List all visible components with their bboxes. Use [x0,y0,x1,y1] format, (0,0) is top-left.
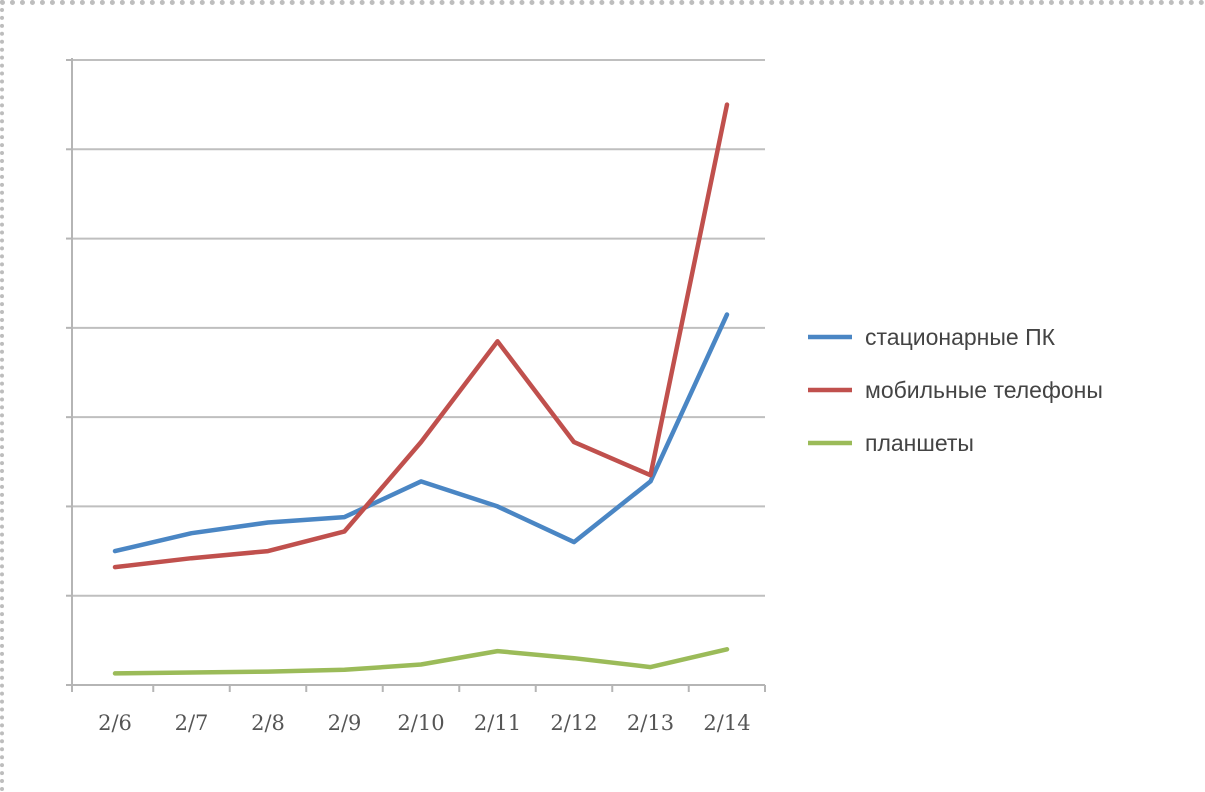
series-line [112,647,730,676]
x-tick-label: 2/10 [397,711,444,735]
x-tick-label: 2/11 [474,711,521,735]
x-tick-label: 2/7 [175,711,209,735]
x-tick-label: 2/13 [627,711,674,735]
series-line [112,312,730,554]
x-tick-labels: 2/6 2/7 2/8 2/9 2/10 2/11 2/12 2/13 2/14 [98,711,750,735]
series-line [112,102,730,570]
x-tick-label: 2/12 [550,711,597,735]
x-tick-label: 2/6 [98,711,132,735]
grid-lines [72,59,765,597]
x-tick-label: 2/9 [328,711,362,735]
x-tick-label: 2/8 [251,711,285,735]
series-lines [112,102,730,676]
legend-entry: планшеты [865,430,974,456]
legend: стационарные ПК мобильные телефоны планшет… [808,324,1103,456]
x-tick-label: 2/14 [703,711,750,735]
legend-entry: стационарные ПК [865,324,1056,350]
axes [66,58,766,692]
legend-entry: мобильные телефоны [865,377,1103,403]
